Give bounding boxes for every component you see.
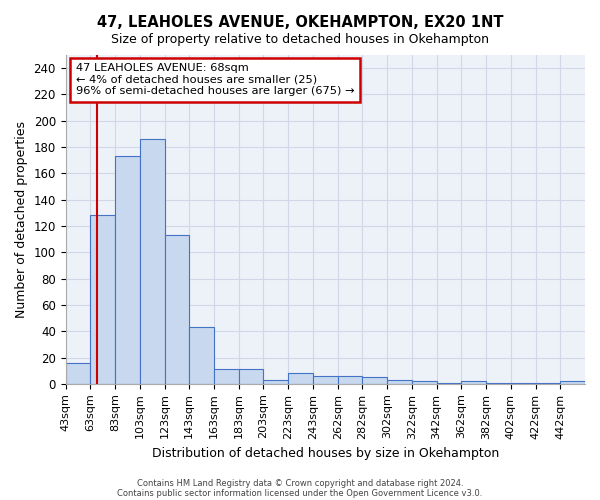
- Bar: [263, 380, 288, 384]
- Bar: [214, 370, 239, 384]
- Bar: [313, 376, 338, 384]
- X-axis label: Distribution of detached houses by size in Okehampton: Distribution of detached houses by size …: [152, 447, 499, 460]
- Text: 47, LEAHOLES AVENUE, OKEHAMPTON, EX20 1NT: 47, LEAHOLES AVENUE, OKEHAMPTON, EX20 1N…: [97, 15, 503, 30]
- Bar: [412, 381, 437, 384]
- Bar: [190, 328, 214, 384]
- Bar: [164, 235, 190, 384]
- Bar: [536, 382, 560, 384]
- Text: 47 LEAHOLES AVENUE: 68sqm
← 4% of detached houses are smaller (25)
96% of semi-d: 47 LEAHOLES AVENUE: 68sqm ← 4% of detach…: [76, 63, 355, 96]
- Bar: [511, 382, 536, 384]
- Bar: [387, 380, 412, 384]
- Text: Contains HM Land Registry data © Crown copyright and database right 2024.: Contains HM Land Registry data © Crown c…: [137, 478, 463, 488]
- Bar: [338, 376, 362, 384]
- Bar: [288, 374, 313, 384]
- Bar: [140, 139, 164, 384]
- Y-axis label: Number of detached properties: Number of detached properties: [15, 121, 28, 318]
- Bar: [486, 382, 511, 384]
- Bar: [437, 382, 461, 384]
- Text: Contains public sector information licensed under the Open Government Licence v3: Contains public sector information licen…: [118, 488, 482, 498]
- Bar: [461, 381, 486, 384]
- Text: Size of property relative to detached houses in Okehampton: Size of property relative to detached ho…: [111, 32, 489, 46]
- Bar: [115, 156, 140, 384]
- Bar: [362, 377, 387, 384]
- Bar: [560, 381, 585, 384]
- Bar: [91, 216, 115, 384]
- Bar: [65, 363, 91, 384]
- Bar: [239, 370, 263, 384]
